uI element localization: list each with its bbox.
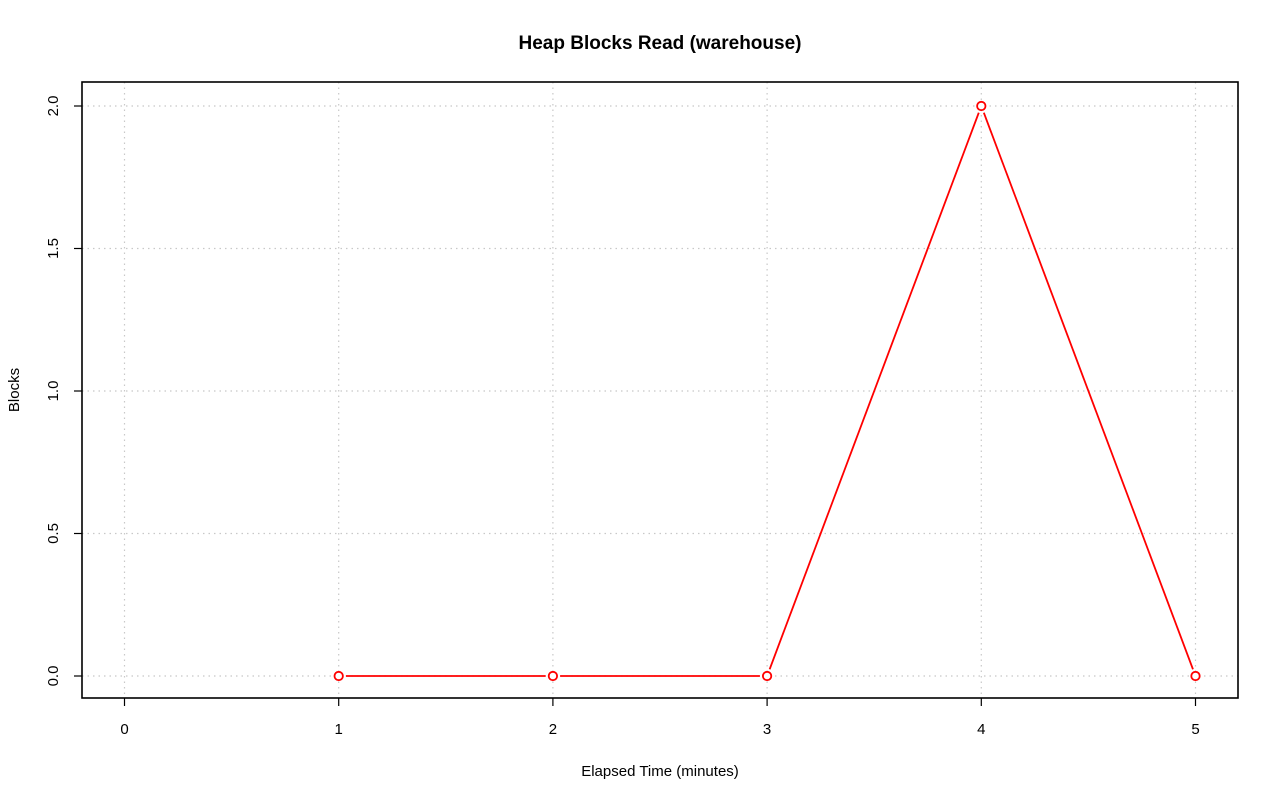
data-point bbox=[333, 670, 344, 682]
y-tick-label: 1.5 bbox=[45, 238, 62, 259]
series-segment bbox=[982, 112, 1194, 670]
y-tick-label: 2.0 bbox=[45, 96, 62, 117]
y-tick-label: 0.5 bbox=[45, 523, 62, 544]
y-tick-label: 1.0 bbox=[45, 381, 62, 402]
data-point bbox=[761, 670, 773, 682]
x-tick-label: 4 bbox=[977, 721, 985, 738]
series-segment bbox=[768, 112, 980, 670]
y-tick-label: 0.0 bbox=[45, 666, 62, 687]
y-axis-label: Blocks bbox=[6, 368, 23, 412]
x-tick-label: 5 bbox=[1191, 721, 1199, 738]
x-tick-label: 2 bbox=[549, 721, 557, 738]
x-axis: 0 1 2 3 4 5 bbox=[120, 698, 1200, 738]
y-axis: 0.0 0.5 1.0 1.5 2.0 bbox=[45, 96, 82, 687]
x-tick-label: 0 bbox=[120, 721, 128, 738]
data-point bbox=[1190, 670, 1201, 682]
data-series bbox=[333, 100, 1201, 682]
grid bbox=[82, 82, 1238, 698]
data-point bbox=[547, 670, 559, 682]
x-tick-label: 1 bbox=[335, 721, 343, 738]
plot-frame bbox=[81, 81, 1239, 699]
chart-title: Heap Blocks Read (warehouse) bbox=[519, 33, 802, 54]
x-axis-label: Elapsed Time (minutes) bbox=[581, 763, 739, 780]
data-point bbox=[976, 100, 987, 112]
x-tick-label: 3 bbox=[763, 721, 771, 738]
